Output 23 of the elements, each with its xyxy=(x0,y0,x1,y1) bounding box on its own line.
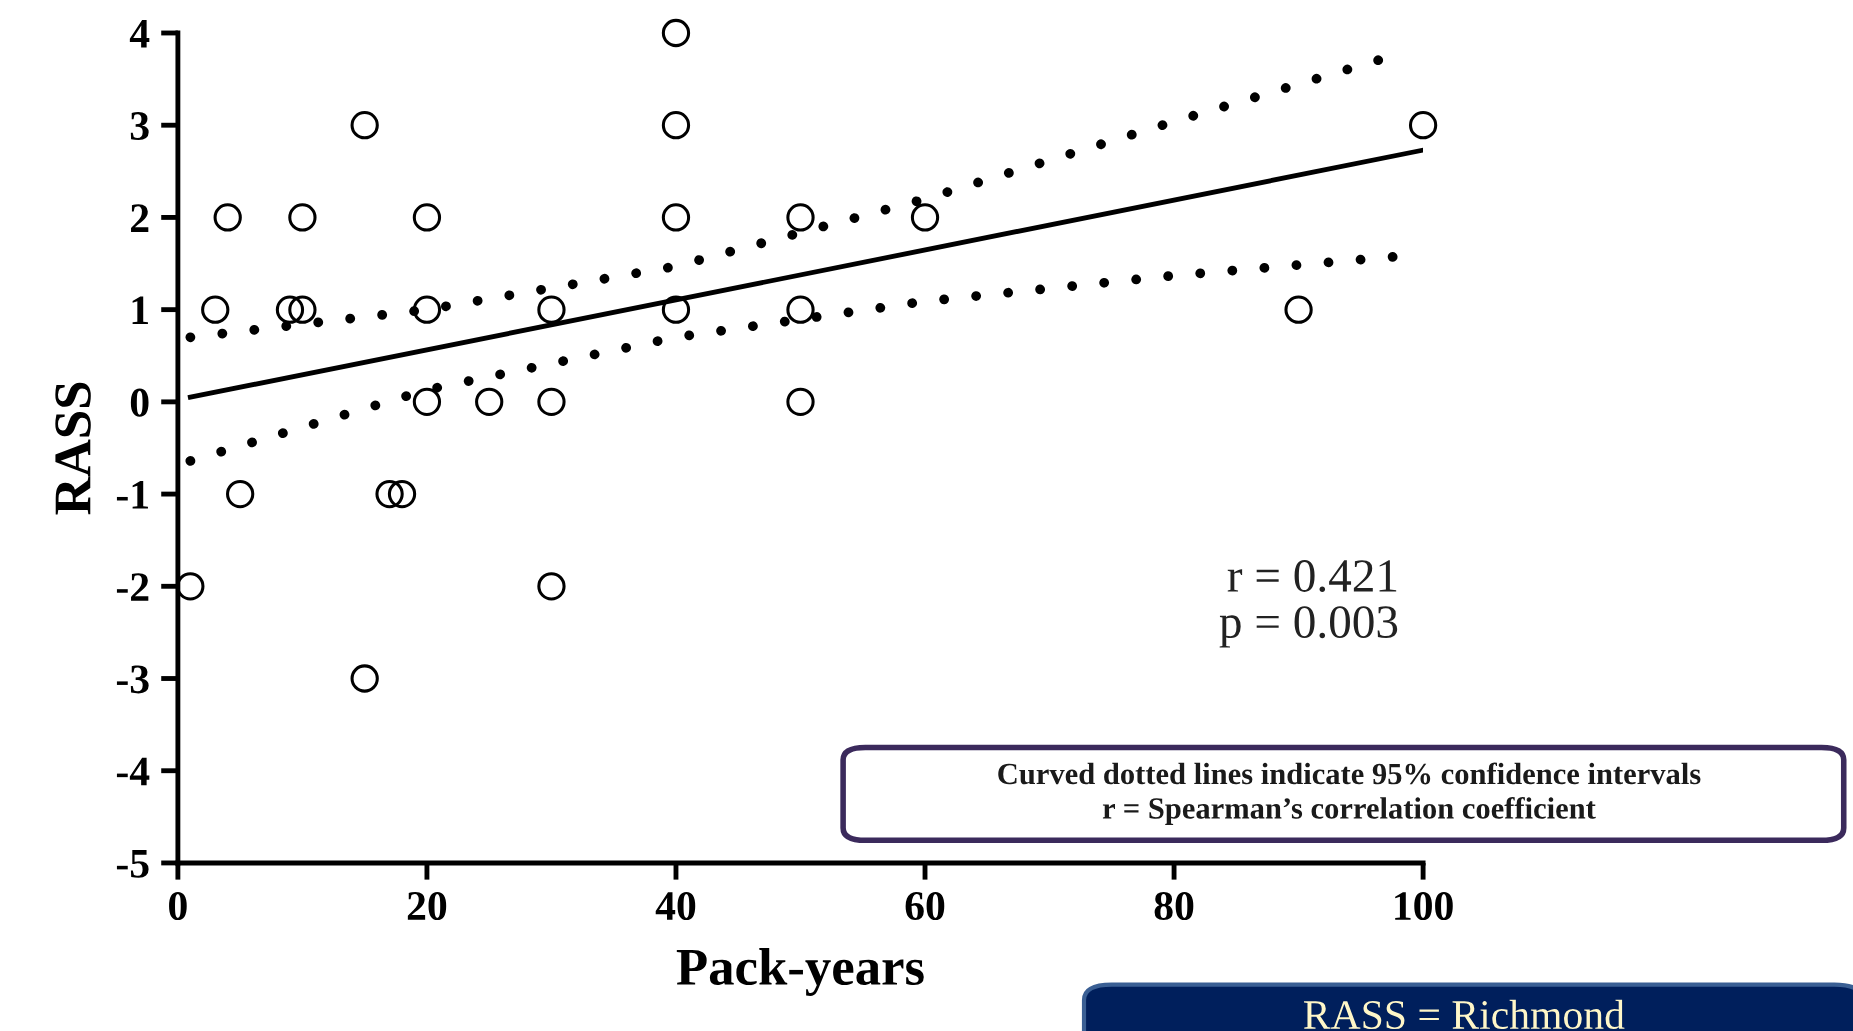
x-tick-label: 0 xyxy=(169,891,187,921)
annotation: Curved dotted lines indicate 95% confidence intervals xyxy=(998,762,1701,785)
annotation: r = Spearman’s correlation coefficient xyxy=(1102,796,1596,825)
y-tick-label: 0 xyxy=(130,388,149,417)
y-tick-label: -4 xyxy=(116,757,150,786)
y-tick-label: 3 xyxy=(130,112,149,141)
y-tick-label: 1 xyxy=(132,296,148,325)
x-tick-label: 80 xyxy=(1154,891,1194,921)
x-tick-label: 60 xyxy=(905,891,945,921)
x-tick-label: 20 xyxy=(407,891,447,921)
y-tick-label: -2 xyxy=(116,573,149,601)
y-tick-label: -5 xyxy=(116,850,149,878)
x-tick-label: 40 xyxy=(655,891,696,921)
y-tick-label: 2 xyxy=(131,204,149,232)
x-axis-title: Pack-years xyxy=(676,947,924,996)
annotation: p = 0.003 xyxy=(1219,606,1398,648)
y-tick-label: -1 xyxy=(116,481,148,509)
annotation: r = 0.421 xyxy=(1227,560,1397,593)
y-tick-label: 4 xyxy=(129,20,150,48)
text: RASS = Richmond xyxy=(1303,999,1625,1030)
y-tick-label: -3 xyxy=(116,665,149,694)
x-tick-label: 100 xyxy=(1395,891,1453,921)
y-axis-title: RASS xyxy=(55,382,91,515)
